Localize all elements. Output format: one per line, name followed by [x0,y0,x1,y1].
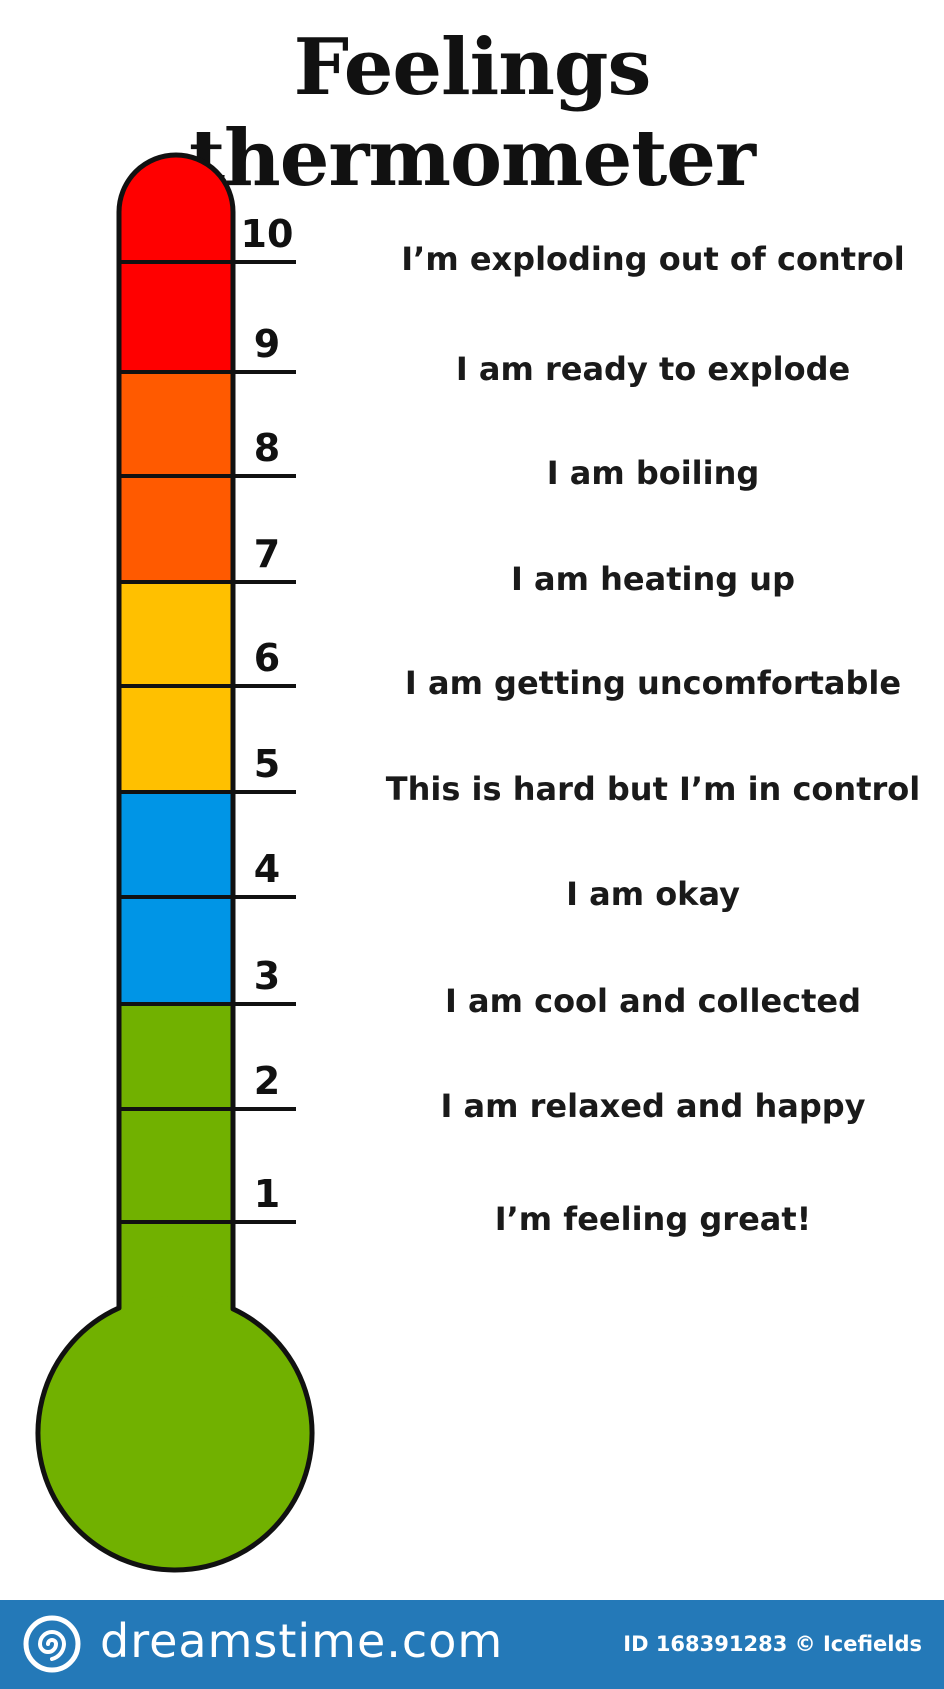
level-number-10: 10 [240,212,294,256]
level-number-4: 4 [253,847,281,891]
segment-1-2 [119,1109,233,1222]
footer-brand: dreamstime.com [100,1614,504,1668]
level-number-1: 1 [253,1172,281,1216]
segment-8-9 [119,372,233,476]
level-number-3: 3 [253,954,281,998]
level-description-5: This is hard but I’m in control [385,770,921,808]
level-description-1: I’m feeling great! [494,1200,812,1238]
thermometer-graphic [35,152,315,1573]
level-description-7: I am heating up [511,560,795,598]
level-description-8: I am boiling [546,454,760,492]
level-number-2: 2 [253,1059,281,1103]
footer-bar: dreamstime.com ID 168391283 © Icefields [0,1600,944,1689]
thermometer-outline [35,152,315,1573]
level-description-2: I am relaxed and happy [440,1087,866,1125]
thermometer-ticks [119,260,296,1224]
thermometer-bulb [38,1296,312,1570]
segment-5-6 [119,686,233,792]
segment-3-4 [119,897,233,1004]
segment-6-7 [119,582,233,686]
level-number-9: 9 [253,322,281,366]
thermometer-fills [38,155,312,1570]
segment-4-5 [119,792,233,897]
segment-2-3 [119,1004,233,1109]
level-number-6: 6 [253,636,281,680]
page-title: Feelings thermometer [189,22,756,204]
segment-top-red [119,155,233,262]
footer-credit: ID 168391283 © Icefields [623,1632,922,1656]
level-description-6: I am getting uncomfortable [404,664,902,702]
level-description-9: I am ready to explode [455,350,851,388]
segment-7-8 [119,476,233,582]
spiral-logo-icon [23,1615,81,1673]
level-description-3: I am cool and collected [444,982,862,1020]
level-number-8: 8 [253,426,281,470]
level-number-7: 7 [253,532,281,576]
segment-9-10 [119,262,233,372]
level-number-5: 5 [253,742,281,786]
level-description-4: I am okay [566,875,740,913]
level-description-10: I’m exploding out of control [401,240,905,278]
